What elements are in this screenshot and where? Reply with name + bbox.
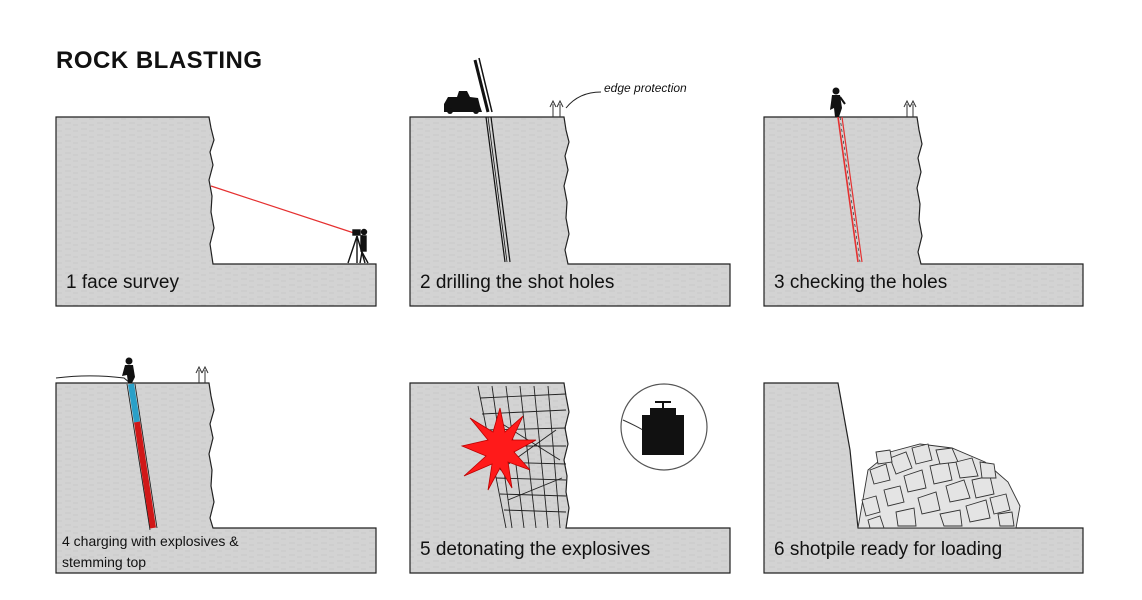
surveyor-tripod-icon: [347, 228, 369, 264]
detonator-box-icon: [642, 415, 684, 455]
worker-icon: [122, 357, 135, 383]
detonator-callout: [620, 383, 708, 471]
caption-step-4-line-2: stemming top: [62, 554, 147, 570]
panel-4-charging: [55, 357, 377, 574]
caption-step-4: 4 charging with explosives & stemming to…: [62, 531, 239, 573]
annotation-leader: [565, 91, 602, 109]
worker-icon: [830, 87, 846, 117]
caption-step-4-line-1: 4 charging with explosives &: [62, 533, 239, 549]
detonator-cable: [55, 375, 131, 384]
blast-burst-icon: [460, 407, 537, 491]
edge-protection-icon: [195, 365, 209, 383]
shotpile-rubble: [857, 443, 1021, 529]
edge-protection-label: edge protection: [604, 81, 687, 95]
caption-step-3: 3 checking the holes: [774, 272, 948, 293]
panel-3-checking: [763, 87, 1084, 307]
rock-mass: [409, 116, 731, 307]
panel-1-face-survey: [55, 116, 377, 307]
edge-protection-icon: [549, 99, 564, 117]
panel-2-drilling: [409, 57, 731, 307]
rock-mass: [55, 116, 377, 307]
drill-rig-icon: [444, 57, 493, 114]
survey-laser-line: [210, 185, 358, 235]
caption-step-6: 6 shotpile ready for loading: [774, 539, 1003, 560]
charged-hole: [126, 383, 158, 531]
caption-step-5: 5 detonating the explosives: [420, 539, 651, 560]
panel-6-shotpile: [763, 382, 1084, 574]
caption-step-2: 2 drilling the shot holes: [420, 272, 615, 293]
page-title: ROCK BLASTING: [56, 47, 263, 74]
panel-5-detonating: [409, 382, 731, 574]
drill-hole: [485, 116, 511, 263]
checked-hole: [837, 116, 863, 263]
edge-protection-icon: [903, 99, 917, 117]
caption-step-1: 1 face survey: [66, 272, 179, 293]
